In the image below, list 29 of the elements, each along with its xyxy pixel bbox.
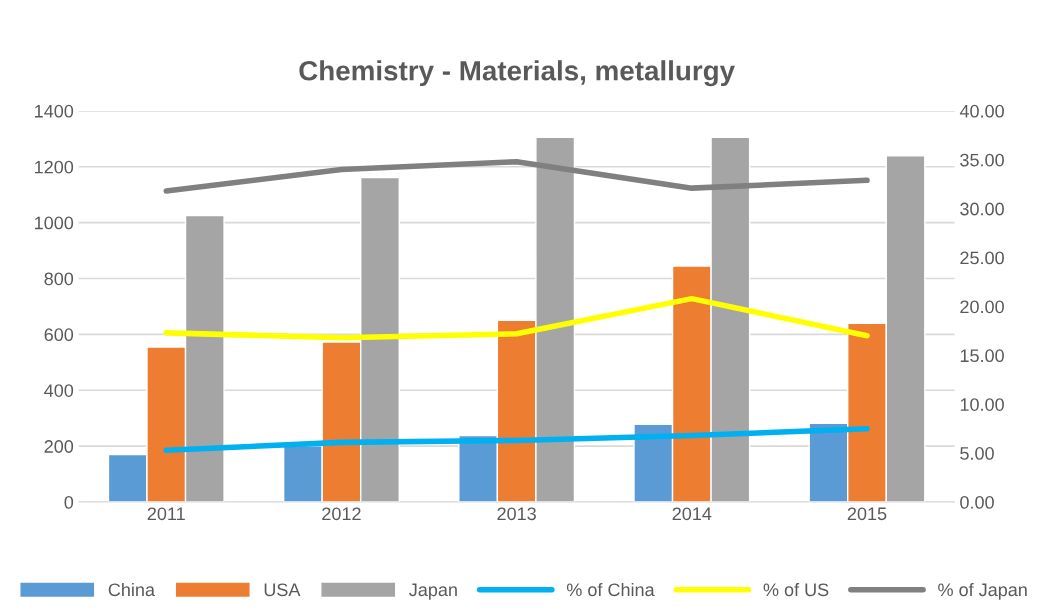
- legend-label: % of China: [566, 582, 655, 597]
- legend-label: USA: [264, 583, 301, 597]
- y2-tick-label: 30.00: [960, 202, 1004, 216]
- legend-label: China: [108, 582, 155, 597]
- y2-tick-label: 5.00: [960, 447, 994, 460]
- x-tick-label: 2012: [322, 507, 361, 521]
- x-tick-label: 2015: [847, 507, 887, 521]
- y-tick-label: 800: [44, 272, 74, 286]
- chart-title: Chemistry - Materials, metallurgy: [299, 60, 735, 87]
- y-tick-label: 1400: [35, 104, 74, 118]
- y-tick-label: 1200: [35, 160, 74, 174]
- legend-label: Japan: [409, 583, 457, 600]
- y2-tick-label: 40.00: [959, 104, 1004, 118]
- x-tick-label: 2013: [497, 507, 536, 521]
- y2-tick-label: 10.00: [960, 398, 1004, 411]
- y-tick-label: 1000: [35, 216, 74, 230]
- x-tick-label: 2011: [147, 507, 185, 521]
- y2-tick-label: 35.00: [960, 153, 1004, 167]
- y2-tick-label: 20.00: [960, 300, 1004, 314]
- y2-tick-label: 15.00: [960, 349, 1004, 363]
- y2-tick-label: 0.00: [960, 495, 994, 509]
- y2-tick-label: 25.00: [960, 251, 1004, 265]
- x-tick-label: 2014: [672, 507, 712, 521]
- legend-label: % of US: [763, 582, 829, 597]
- y-tick-label: 0: [64, 495, 74, 509]
- legend-label: % of Japan: [938, 582, 1027, 600]
- y-tick-label: 600: [44, 328, 74, 342]
- y-tick-label: 200: [44, 440, 74, 453]
- y-tick-label: 400: [44, 384, 74, 397]
